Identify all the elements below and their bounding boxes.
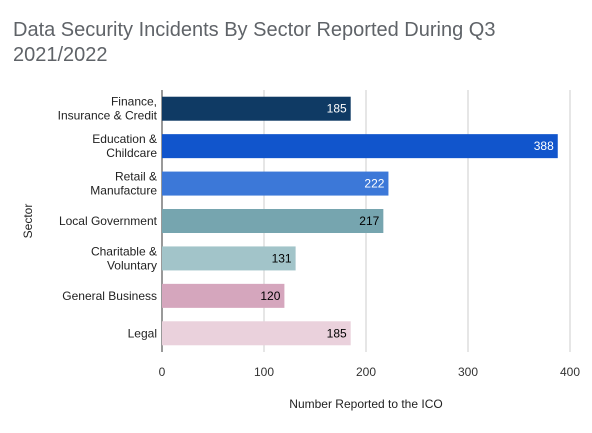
category-label: Manufacture [90,184,157,198]
x-tick-label: 100 [254,365,274,379]
x-tick-label: 0 [159,365,166,379]
bar-value-label: 217 [359,214,379,228]
bar [162,171,389,196]
bar [162,96,351,121]
category-label: Local Government [59,214,158,228]
bar [162,246,296,271]
category-label: Charitable & [91,244,157,258]
category-label: Voluntary [107,258,157,272]
category-label: Legal [128,326,157,340]
bar-value-label: 185 [327,326,347,340]
y-axis-title: Sector [21,204,35,239]
bar-value-label: 131 [272,251,292,265]
bar [162,283,285,308]
x-tick-label: 200 [356,365,376,379]
bar-value-label: 120 [260,289,280,303]
category-label: Finance, [111,95,157,109]
x-tick-label: 300 [458,365,478,379]
category-label: Childcare [106,146,157,160]
category-label: Education & [92,132,157,146]
x-axis-title: Number Reported to the ICO [289,397,442,411]
chart-title: Data Security Incidents By Sector Report… [13,19,496,66]
x-tick-label: 400 [560,365,580,379]
bar-value-label: 185 [327,102,347,116]
category-label: Insurance & Credit [58,109,158,123]
bar [162,209,384,233]
bar [162,134,558,159]
category-label: Retail & [115,170,157,184]
bar-value-label: 388 [534,139,554,153]
bar-value-label: 222 [364,177,384,191]
bar [162,321,351,346]
category-label: General Business [62,289,157,303]
